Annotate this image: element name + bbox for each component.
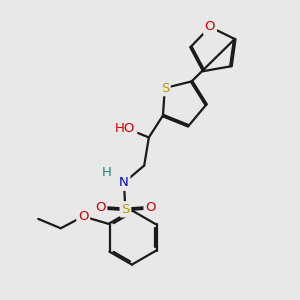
Text: O: O [95, 201, 106, 214]
Text: S: S [121, 203, 130, 216]
Text: H: H [102, 166, 112, 179]
Text: HO: HO [115, 122, 136, 134]
Text: N: N [119, 176, 129, 189]
Text: O: O [78, 210, 88, 223]
Text: S: S [161, 82, 169, 94]
Text: O: O [205, 20, 215, 33]
Text: O: O [145, 201, 156, 214]
